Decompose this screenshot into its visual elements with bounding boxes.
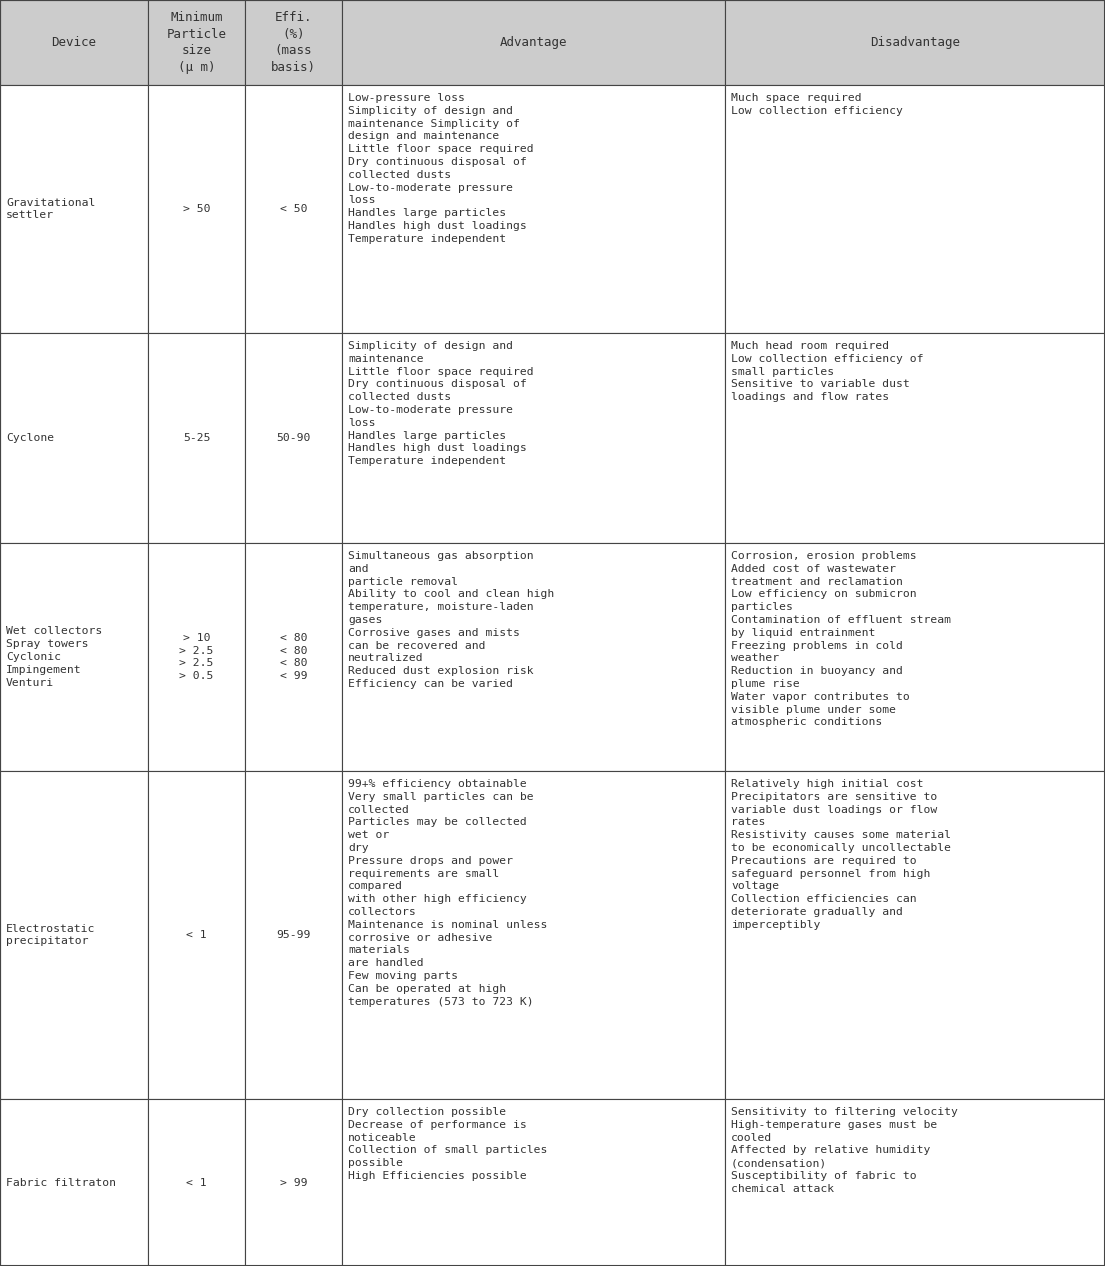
Text: Minimum
Particle
size
(μ m): Minimum Particle size (μ m): [167, 11, 227, 73]
Bar: [148, 543, 245, 771]
Bar: [725, 333, 1105, 543]
Text: Wet collectors
Spray towers
Cyclonic
Impingement
Venturi: Wet collectors Spray towers Cyclonic Imp…: [6, 627, 103, 687]
Bar: [725, 771, 1105, 1099]
Text: Simplicity of design and
maintenance
Little floor space required
Dry continuous : Simplicity of design and maintenance Lit…: [348, 341, 534, 466]
Text: Low-pressure loss
Simplicity of design and
maintenance Simplicity of
design and : Low-pressure loss Simplicity of design a…: [348, 92, 534, 244]
Bar: [725, 543, 1105, 771]
Bar: [148, 0, 245, 85]
Text: 95-99: 95-99: [276, 931, 311, 939]
Text: Much space required
Low collection efficiency: Much space required Low collection effic…: [732, 92, 903, 115]
Text: Relatively high initial cost
Precipitators are sensitive to
variable dust loadin: Relatively high initial cost Precipitato…: [732, 779, 951, 929]
Bar: [148, 333, 245, 543]
Text: > 50: > 50: [182, 204, 210, 214]
Text: < 1: < 1: [186, 931, 207, 939]
Bar: [343, 85, 725, 333]
Bar: [725, 0, 1105, 85]
Bar: [245, 0, 343, 85]
Text: 5-25: 5-25: [182, 433, 210, 443]
Text: > 99: > 99: [280, 1177, 307, 1188]
Text: > 10
> 2.5
> 2.5
> 0.5: > 10 > 2.5 > 2.5 > 0.5: [179, 633, 213, 681]
Text: Much head room required
Low collection efficiency of
small particles
Sensitive t: Much head room required Low collection e…: [732, 341, 924, 403]
Text: < 80
< 80
< 80
< 99: < 80 < 80 < 80 < 99: [280, 633, 307, 681]
Bar: [245, 543, 343, 771]
Bar: [0, 0, 148, 85]
Text: Gravitational
settler: Gravitational settler: [6, 197, 95, 220]
Bar: [245, 85, 343, 333]
Text: Device: Device: [52, 35, 96, 49]
Bar: [0, 543, 148, 771]
Text: Fabric filtraton: Fabric filtraton: [6, 1177, 116, 1188]
Bar: [725, 85, 1105, 333]
Text: Corrosion, erosion problems
Added cost of wastewater
treatment and reclamation
L: Corrosion, erosion problems Added cost o…: [732, 551, 951, 728]
Text: 99+% efficiency obtainable
Very small particles can be
collected
Particles may b: 99+% efficiency obtainable Very small pa…: [348, 779, 547, 1006]
Bar: [245, 333, 343, 543]
Text: 50-90: 50-90: [276, 433, 311, 443]
Bar: [245, 1099, 343, 1266]
Text: Disadvantage: Disadvantage: [870, 35, 960, 49]
Bar: [725, 1099, 1105, 1266]
Bar: [343, 0, 725, 85]
Bar: [148, 771, 245, 1099]
Text: Dry collection possible
Decrease of performance is
noticeable
Collection of smal: Dry collection possible Decrease of perf…: [348, 1106, 547, 1181]
Bar: [343, 333, 725, 543]
Bar: [0, 85, 148, 333]
Bar: [148, 85, 245, 333]
Text: Electrostatic
precipitator: Electrostatic precipitator: [6, 924, 95, 947]
Bar: [245, 771, 343, 1099]
Text: Sensitivity to filtering velocity
High-temperature gases must be
cooled
Affected: Sensitivity to filtering velocity High-t…: [732, 1106, 958, 1194]
Bar: [0, 771, 148, 1099]
Text: < 1: < 1: [186, 1177, 207, 1188]
Text: < 50: < 50: [280, 204, 307, 214]
Bar: [0, 333, 148, 543]
Text: Advantage: Advantage: [499, 35, 567, 49]
Bar: [343, 771, 725, 1099]
Text: Cyclone: Cyclone: [6, 433, 54, 443]
Text: Simultaneous gas absorption
and
particle removal
Ability to cool and clean high
: Simultaneous gas absorption and particle…: [348, 551, 555, 689]
Bar: [343, 1099, 725, 1266]
Bar: [343, 543, 725, 771]
Bar: [0, 1099, 148, 1266]
Bar: [148, 1099, 245, 1266]
Text: Effi.
(%)
(mass
basis): Effi. (%) (mass basis): [271, 11, 316, 73]
